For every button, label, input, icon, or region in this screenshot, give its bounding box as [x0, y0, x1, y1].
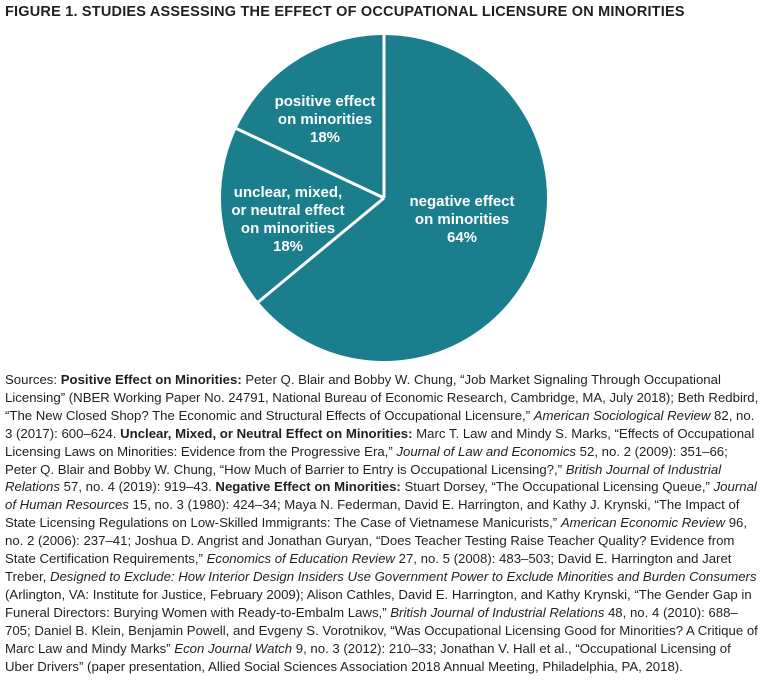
- source-text-segment: Designed to Exclude: How Interior Design…: [49, 568, 757, 584]
- source-text-segment: 15, no. 3 (1980): 424–34; Maya N. Federm…: [5, 497, 740, 531]
- source-text-segment: Peter Q. Blair and Bobby W. Chung, “Job …: [5, 372, 759, 423]
- source-text-segment: 96, no. 2 (2006): 237–41; Joshua D. Angr…: [5, 515, 748, 567]
- source-text-segment: Unclear, Mixed, or Neutral Effect on Min…: [120, 425, 417, 441]
- source-text-segment: 9, no. 3 (2012): 210–33; Jonathan V. Hal…: [5, 640, 731, 674]
- source-text-segment: Economics of Education Review: [206, 551, 395, 567]
- source-text-segment: British Journal of Industrial Relations: [390, 604, 605, 620]
- source-text-segment: British Journal of Industrial Relations: [5, 461, 722, 495]
- source-text-segment: 82, no. 3 (2017): 600–624.: [5, 407, 755, 441]
- source-text-segment: Econ Journal Watch: [174, 640, 293, 656]
- source-text-segment: Stuart Dorsey, “The Occupational Licensi…: [404, 479, 714, 495]
- source-text-segment: 48, no. 4 (2010): 688–705; Daniel B. Kle…: [5, 604, 758, 656]
- slice-label: negative effect on minorities 64%: [409, 193, 514, 246]
- slice-divider: [235, 127, 385, 200]
- source-text-segment: 27, no. 5 (2008): 483–503; David E. Harr…: [5, 551, 732, 584]
- source-text-segment: Marc T. Law and Mindy S. Marks, “Effects…: [5, 425, 755, 459]
- source-text-segment: Positive Effect on Minorities:: [60, 372, 246, 387]
- source-text-segment: 52, no. 2 (2009): 351–66; Peter Q. Blair…: [5, 443, 728, 477]
- slice-divider: [257, 196, 385, 304]
- source-text-segment: American Economic Review: [560, 515, 726, 531]
- source-text-segment: Journal of Law and Economics: [396, 443, 577, 459]
- slice-label: unclear, mixed, or neutral effect on minor…: [231, 184, 344, 255]
- sources-paragraph: Sources: Positive Effect on Minorities: …: [5, 371, 761, 675]
- source-text-segment: Sources:: [5, 372, 61, 387]
- slice-label: positive effect on minorities 18%: [275, 93, 376, 146]
- source-text-segment: Negative Effect on Minorities:: [215, 479, 405, 495]
- source-text-segment: American Sociological Review: [533, 407, 711, 423]
- figure-title: FIGURE 1. STUDIES ASSESSING THE EFFECT O…: [5, 4, 685, 20]
- pie-chart: negative effect on minorities 64% unclear, …: [221, 35, 547, 361]
- source-text-segment: 57, no. 4 (2019): 919–43.: [59, 479, 216, 495]
- source-text-segment: (Arlington, VA: Institute for Justice, F…: [5, 586, 752, 620]
- source-text-segment: Journal of Human Resources: [5, 479, 757, 513]
